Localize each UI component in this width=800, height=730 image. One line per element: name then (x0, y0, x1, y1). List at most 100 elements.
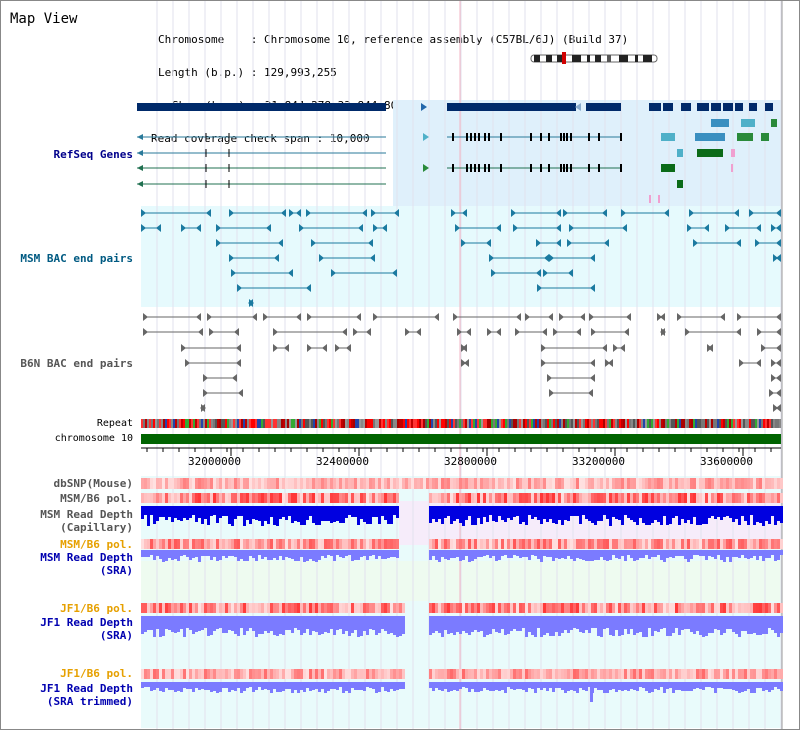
repeat-element (621, 419, 623, 428)
heat-cell (483, 493, 486, 503)
bac-end-marker (771, 374, 776, 382)
bac-end-marker (544, 254, 549, 262)
depth-bar (660, 550, 663, 560)
track-label-refseq-genes[interactable]: RefSeq Genes (53, 148, 133, 161)
heat-cell (285, 669, 288, 679)
depth-bar (219, 682, 222, 692)
bac-end-marker (515, 328, 520, 336)
track-label-msm-depth-sra[interactable]: MSM Read Depth (40, 551, 133, 564)
heat-cell (195, 603, 198, 613)
heat-cell (465, 493, 468, 503)
depth-bar (561, 550, 564, 558)
repeat-element (287, 419, 289, 428)
depth-bar (363, 616, 366, 631)
depth-bar (549, 506, 552, 519)
heat-cell (687, 493, 690, 503)
repeat-element (721, 419, 723, 428)
depth-bar (192, 682, 195, 692)
repeat-element (639, 419, 641, 428)
depth-bar (243, 682, 246, 691)
depth-bar (738, 682, 741, 693)
depth-bar (204, 506, 207, 519)
track-label-jf1-depth[interactable]: JF1 Read Depth (40, 616, 133, 629)
depth-bar (483, 550, 486, 556)
track-label-dbsnp[interactable]: dbSNP(Mouse) (53, 477, 133, 490)
track-label-msm-depth-cap[interactable]: MSM Read Depth (40, 508, 133, 521)
depth-bar (660, 682, 663, 687)
depth-bar (711, 506, 714, 516)
depth-bar (714, 616, 717, 629)
heat-cell (438, 478, 441, 489)
depth-bar (264, 550, 267, 557)
heat-cell (627, 669, 630, 679)
heat-cell (528, 669, 531, 679)
depth-bar (438, 506, 441, 519)
heat-cell (555, 478, 558, 489)
heat-cell (267, 539, 270, 549)
heat-cell (186, 539, 189, 549)
depth-bar (168, 682, 171, 690)
heat-cell (477, 539, 480, 549)
heat-cell (594, 493, 597, 503)
depth-bar (534, 506, 537, 517)
heat-cell (201, 669, 204, 679)
heat-cell (507, 478, 510, 489)
heat-cell (645, 669, 648, 679)
track-label-jf1-b6-pol-2[interactable]: JF1/B6 pol. (60, 667, 133, 680)
depth-bar (696, 616, 699, 631)
depth-bar (615, 616, 618, 630)
heat-cell (612, 603, 615, 613)
heat-cell (240, 478, 243, 489)
repeat-element (755, 419, 757, 428)
heat-cell (516, 478, 519, 489)
depth-bar (672, 550, 675, 558)
track-label-msm-bac[interactable]: MSM BAC end pairs (20, 252, 133, 265)
depth-bar (234, 506, 237, 519)
heat-cell (219, 478, 222, 489)
heat-cell (279, 539, 282, 549)
depth-bar (378, 550, 381, 556)
heat-cell (675, 539, 678, 549)
heat-cell (504, 539, 507, 549)
depth-bar (603, 506, 606, 515)
heat-cell (609, 478, 612, 489)
track-label-b6n-bac[interactable]: B6N BAC end pairs (20, 357, 133, 370)
repeat-element (697, 419, 699, 428)
track-label-msm-b6-pol-2[interactable]: MSM/B6 pol. (60, 538, 133, 551)
repeat-element (743, 419, 745, 428)
heat-cell (255, 539, 258, 549)
depth-bar (231, 506, 234, 526)
gene-block (661, 164, 675, 172)
depth-bar (249, 506, 252, 524)
depth-bar (759, 550, 762, 556)
repeat-element (693, 419, 695, 428)
heat-cell (207, 539, 210, 549)
heat-cell (525, 669, 528, 679)
heat-cell (426, 478, 429, 489)
heat-cell (201, 493, 204, 503)
repeat-element (671, 419, 673, 428)
heat-cell (339, 669, 342, 679)
bac-end-marker (196, 224, 201, 232)
heat-cell (657, 669, 660, 679)
depth-bar (762, 682, 765, 691)
track-label-jf1-b6-pol[interactable]: JF1/B6 pol. (60, 602, 133, 615)
track-label-msm-b6-pol[interactable]: MSM/B6 pol. (60, 492, 133, 505)
depth-bar (315, 506, 318, 525)
heat-cell (207, 603, 210, 613)
depth-bar (567, 550, 570, 556)
heat-cell (450, 493, 453, 503)
depth-bar (330, 682, 333, 689)
bac-end-marker (761, 344, 766, 352)
track-label-jf1-depth-trim[interactable]: JF1 Read Depth (40, 682, 133, 695)
heat-cell (333, 603, 336, 613)
heat-cell (714, 493, 717, 503)
heat-cell (348, 493, 351, 503)
repeat-element (297, 419, 299, 428)
heat-cell (348, 669, 351, 679)
heat-cell (756, 478, 759, 489)
heat-cell (594, 539, 597, 549)
heat-cell (318, 478, 321, 489)
heat-cell (264, 669, 267, 679)
